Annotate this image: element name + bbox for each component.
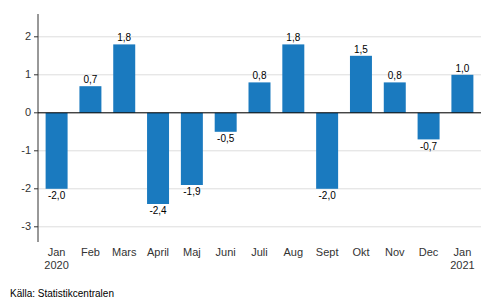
bar	[282, 44, 304, 112]
x-tick-label: Okt	[352, 246, 369, 258]
bar	[181, 113, 203, 185]
x-tick-label: Dec	[419, 246, 439, 258]
x-tick-label: Feb	[81, 246, 100, 258]
data-label: -2,4	[149, 205, 167, 216]
bar	[113, 44, 135, 112]
grid-line	[38, 112, 481, 113]
y-tick	[34, 112, 38, 113]
y-tick-label: 0	[25, 106, 31, 118]
data-label: -0,5	[217, 133, 235, 144]
data-label: 1,8	[286, 32, 300, 43]
x-tick-label: Nov	[385, 246, 405, 258]
bar	[451, 75, 473, 113]
y-tick-label: 1	[25, 68, 31, 80]
data-label: -2,0	[48, 190, 66, 201]
bar	[215, 113, 237, 132]
data-label: -0,7	[420, 141, 438, 152]
y-tick	[34, 188, 38, 189]
y-axis: -3 -2 -1 0 1 2	[21, 14, 38, 242]
x-tick-label: Sept	[316, 246, 339, 258]
data-label: 0,8	[253, 70, 267, 81]
x-tick-label: April	[147, 246, 169, 258]
data-label: 0,7	[83, 74, 97, 85]
y-tick-label: 2	[25, 30, 31, 42]
data-label: -1,9	[183, 186, 201, 197]
bar	[384, 82, 406, 112]
bar	[46, 113, 68, 189]
bar	[79, 86, 101, 113]
bar	[350, 56, 372, 113]
x-tick-label: Jan2021	[450, 246, 474, 271]
bar	[316, 113, 338, 189]
grid-line	[38, 226, 481, 227]
grid-line	[38, 188, 481, 189]
data-labels: -2,0 0,7 1,8 -2,4 -1,9 -0,5 0,8 1,8 -2,0 1,5 0,8 -0…	[48, 32, 470, 216]
data-label: 1,5	[354, 44, 368, 55]
y-tick	[34, 226, 38, 227]
bar	[249, 82, 271, 112]
data-label: -2,0	[319, 190, 337, 201]
chart: -3-2-1012-2,00,71,8-2,4-1,9-0,50,81,8-2,…	[0, 0, 493, 304]
source-text: Källa: Statistikcentralen	[10, 288, 114, 299]
x-tick-label: Mars	[112, 246, 137, 258]
x-tick-label: Juni	[216, 246, 236, 258]
grid	[38, 37, 481, 227]
data-label: 0,8	[388, 70, 402, 81]
y-tick-label: -3	[21, 220, 31, 232]
data-label: 1,0	[455, 63, 469, 74]
data-label: 1,8	[117, 32, 131, 43]
x-tick-label: Juli	[251, 246, 268, 258]
y-tick-label: -1	[21, 144, 31, 156]
bar	[147, 113, 169, 204]
bars	[46, 44, 474, 204]
x-tick-label: Aug	[284, 246, 304, 258]
x-tick-label: Jan2020	[44, 246, 68, 271]
y-tick	[34, 36, 38, 37]
y-tick	[34, 150, 38, 151]
y-tick-label: -2	[21, 182, 31, 194]
grid-line	[38, 150, 481, 151]
zero-line	[38, 112, 481, 113]
grid-line	[38, 36, 481, 37]
y-axis-line	[38, 14, 39, 242]
y-tick	[34, 74, 38, 75]
bar	[418, 113, 440, 140]
chart-container: -3-2-1012-2,00,71,8-2,4-1,9-0,50,81,8-2,…	[0, 0, 493, 304]
x-axis: Jan2020 Feb Mars April Maj Juni Juli Aug Sept Okt…	[44, 246, 474, 271]
x-tick-label: Maj	[183, 246, 201, 258]
